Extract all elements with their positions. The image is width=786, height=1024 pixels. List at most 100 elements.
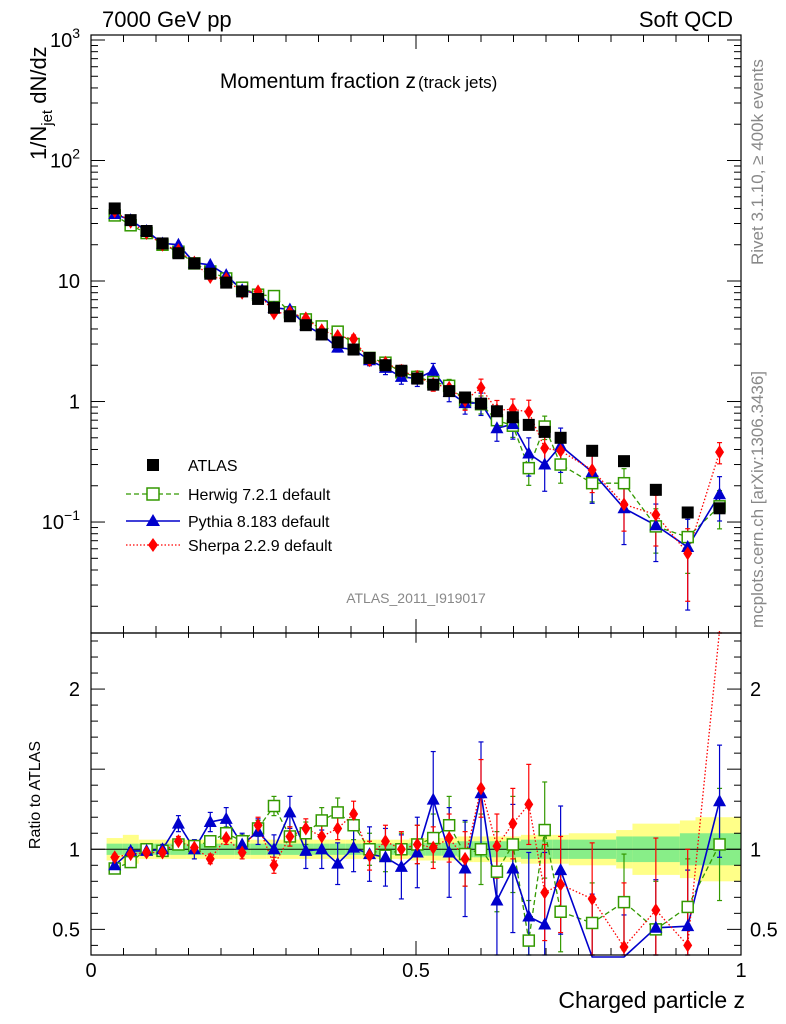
x-tick-label: 0 <box>85 960 96 982</box>
ratio-y-tick-label: 0.5 <box>52 919 80 941</box>
ratio-point-herwig <box>522 934 536 947</box>
ratio-point-sherpa <box>619 939 629 954</box>
ratio-point-pythia <box>378 850 392 863</box>
legend-label-herwig: Herwig 7.2.1 default <box>188 487 331 504</box>
ratio-point-pythia <box>299 843 313 856</box>
ratio-point-pythia <box>267 842 281 855</box>
y-tick-label: 10−1 <box>42 507 80 534</box>
ratio-point-sherpa <box>651 903 661 918</box>
data-point-atlas <box>459 391 472 404</box>
ratio-point-sherpa <box>476 781 486 796</box>
data-point-atlas <box>586 444 599 457</box>
header-right: Soft QCD <box>639 7 733 32</box>
ratio-point-pythia <box>681 919 695 932</box>
data-point-pythia <box>538 457 552 470</box>
series-line-herwig <box>114 214 720 538</box>
y-tick-label: 1 <box>69 392 80 414</box>
x-tick-label: 0.5 <box>402 960 430 982</box>
data-point-atlas <box>475 397 487 410</box>
ratio-point-sherpa <box>333 821 343 836</box>
ratio-point-sherpa <box>173 834 183 849</box>
ratio-point-sherpa <box>269 858 279 873</box>
analysis-id-label: ATLAS_2011_I919017 <box>346 590 486 606</box>
data-point-atlas <box>490 405 503 418</box>
data-point-sherpa <box>476 380 486 395</box>
data-point-pythia <box>203 257 217 270</box>
ratio-point-pythia <box>203 815 217 828</box>
data-point-atlas <box>140 225 153 238</box>
ratio-point-pythia <box>410 845 424 858</box>
mcplots-reference-label: mcplots.cern.ch [arXiv:1306.3436] <box>748 371 767 628</box>
ratio-point-sherpa <box>396 842 406 857</box>
data-point-sherpa <box>556 443 566 458</box>
data-point-herwig <box>617 476 631 490</box>
legend: ATLAS Herwig 7.2.1 default Pythia 8.183 … <box>126 458 333 555</box>
ratio-y-tick-label-right: 2 <box>750 679 761 701</box>
ratio-point-pythia <box>458 861 472 874</box>
data-point-atlas <box>267 301 280 314</box>
data-point-atlas <box>220 276 233 289</box>
ratio-point-pythia <box>331 856 345 869</box>
data-point-atlas <box>283 310 296 323</box>
ratio-point-sherpa <box>221 831 231 846</box>
data-point-sherpa <box>651 507 661 522</box>
rivet-version-label: Rivet 3.1.10, ≥ 400k events <box>748 59 767 265</box>
x-tick-label: 1 <box>735 960 746 982</box>
legend-marker-herwig <box>146 487 160 501</box>
ratio-point-herwig <box>617 895 631 909</box>
data-point-sherpa <box>619 497 629 512</box>
data-point-atlas <box>363 351 376 364</box>
data-point-atlas <box>331 336 344 349</box>
ratio-plot-frame <box>90 632 742 956</box>
ratio-point-sherpa <box>444 831 454 846</box>
data-point-pythia <box>649 518 663 531</box>
data-point-atlas <box>681 506 694 519</box>
ratio-y-axis-label: Ratio to ATLAS <box>27 741 44 849</box>
data-point-atlas <box>618 455 630 468</box>
ratio-point-sherpa <box>556 877 566 892</box>
ratio-point-herwig <box>474 843 488 856</box>
data-point-sherpa <box>683 546 693 561</box>
ratio-point-pythia <box>394 859 408 872</box>
ratio-point-pythia <box>554 863 568 876</box>
data-point-atlas <box>188 257 201 270</box>
ratio-point-herwig <box>347 818 360 832</box>
ratio-y-tick-label: 2 <box>69 679 80 701</box>
data-point-herwig <box>585 476 599 490</box>
data-point-atlas <box>443 385 456 398</box>
ratio-point-sherpa <box>540 885 550 900</box>
series-line-pythia <box>114 213 721 549</box>
ratio-point-sherpa <box>508 816 518 831</box>
data-point-pythia <box>713 487 727 500</box>
ratio-point-pythia <box>219 811 233 824</box>
ratio-y-tick-label-right: 1 <box>750 839 761 861</box>
ratio-point-sherpa <box>285 829 295 844</box>
data-point-atlas <box>506 411 519 424</box>
legend-marker-pythia <box>146 514 160 526</box>
data-point-pythia <box>522 446 536 459</box>
data-point-pythia <box>426 363 440 376</box>
y-tick-label: 103 <box>50 25 80 52</box>
ratio-point-herwig <box>681 900 694 914</box>
ratio-point-sherpa <box>110 850 120 865</box>
data-point-atlas <box>427 378 440 391</box>
ratio-point-pythia <box>522 909 536 922</box>
legend-label-pythia: Pythia 8.183 default <box>188 514 330 531</box>
chart-title-sub: (track jets) <box>418 73 497 92</box>
header-left: 7000 GeV pp <box>102 7 232 32</box>
ratio-point-sherpa <box>460 851 470 866</box>
data-point-atlas <box>236 285 249 298</box>
ratio-point-herwig <box>442 818 456 832</box>
data-point-atlas <box>108 202 121 215</box>
ratio-point-pythia <box>283 805 297 818</box>
ratio-point-pythia <box>490 893 504 906</box>
ratio-point-herwig <box>267 799 281 813</box>
data-point-pythia <box>681 540 695 553</box>
ratio-point-herwig <box>315 814 328 827</box>
ratio-point-pythia <box>171 816 185 829</box>
ratio-point-herwig <box>506 838 520 851</box>
ratio-point-herwig <box>204 835 217 848</box>
legend-marker-sherpa <box>148 538 158 552</box>
ratio-point-herwig <box>713 838 726 851</box>
